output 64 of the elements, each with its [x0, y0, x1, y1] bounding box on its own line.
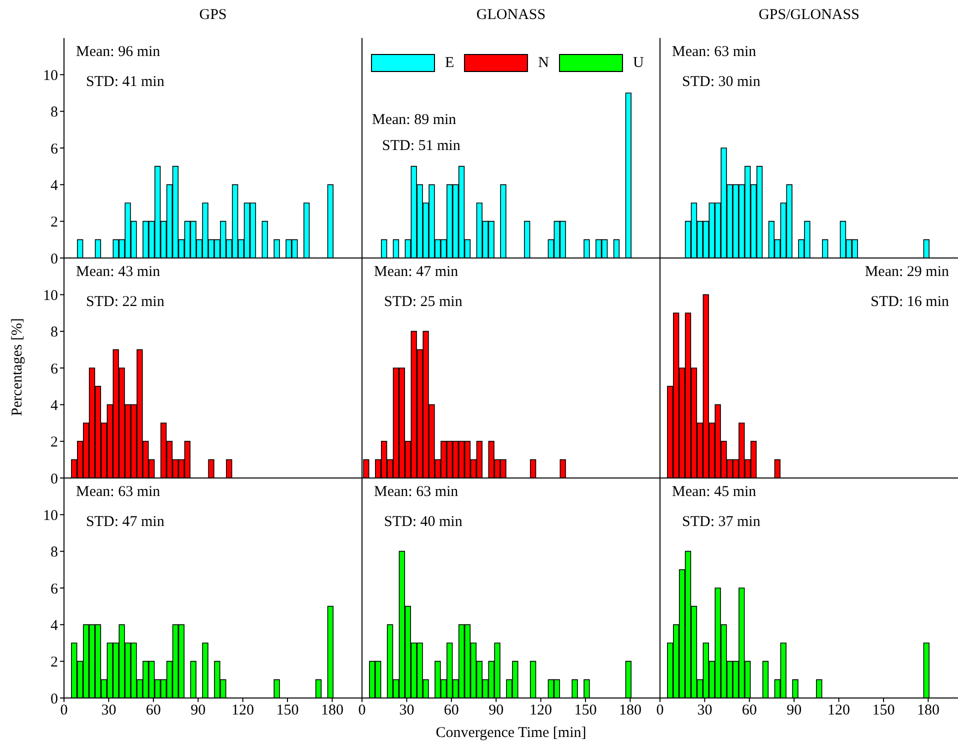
- x-tick-label: 90: [190, 702, 206, 719]
- annotation: STD: 47 min: [86, 514, 164, 531]
- annotation: STD: 30 min: [682, 74, 760, 91]
- y-tick-label: 10: [43, 288, 58, 304]
- y-tick-label: 8: [50, 544, 58, 561]
- x-tick-label: 90: [786, 702, 802, 719]
- y-tick-label: 2: [50, 434, 58, 451]
- y-axis-title: Percentages [%]: [10, 318, 26, 416]
- x-tick-label: 120: [530, 702, 552, 719]
- annotation: STD: 25 min: [384, 294, 462, 311]
- annotation: STD: 16 min: [870, 294, 949, 311]
- annotation: Mean: 96 min: [76, 44, 160, 61]
- annotation: Mean: 63 min: [672, 44, 756, 61]
- annotation: Mean: 45 min: [672, 484, 756, 501]
- y-tick-label: 2: [50, 654, 58, 671]
- annotation: STD: 40 min: [384, 514, 462, 531]
- y-tick-label: 6: [50, 141, 58, 158]
- chart-title: GLONASS: [475, 7, 547, 24]
- y-tick-label: 8: [50, 324, 58, 341]
- x-tick-label: 120: [828, 702, 850, 719]
- y-tick-label: 6: [50, 361, 58, 378]
- x-tick-label: 60: [146, 702, 161, 719]
- y-tick-label: 0: [50, 471, 58, 488]
- x-tick-label: 0: [656, 702, 664, 719]
- annotation: STD: 37 min: [682, 514, 760, 531]
- annotation: Mean: 63 min: [76, 484, 160, 501]
- annotation: Mean: 43 min: [76, 264, 160, 281]
- x-tick-label: 60: [444, 702, 459, 719]
- annotation: Mean: 89 min: [372, 112, 456, 129]
- x-tick-label: 150: [276, 702, 299, 719]
- y-tick-label: 6: [50, 581, 58, 598]
- x-tick-label: 120: [232, 702, 254, 719]
- x-tick-label: 0: [358, 702, 366, 719]
- y-tick-label: 0: [50, 251, 58, 268]
- x-tick-label: 180: [618, 702, 642, 719]
- y-tick-label: 4: [50, 618, 58, 634]
- annotation: Mean: 63 min: [374, 484, 458, 501]
- chart-title: GPS: [198, 7, 228, 24]
- annotation: Mean: 29 min: [864, 264, 949, 281]
- legend-label: N: [538, 54, 550, 72]
- y-tick-label: 4: [50, 398, 58, 414]
- y-tick-label: 0: [50, 691, 58, 708]
- chart-title: GPS/GLONASS: [758, 7, 860, 24]
- y-tick-label: 10: [43, 68, 58, 84]
- x-tick-label: 150: [574, 702, 597, 719]
- y-tick-label: 4: [50, 178, 58, 194]
- x-tick-label: 30: [399, 702, 414, 719]
- x-tick-label: 90: [488, 702, 504, 719]
- legend-label: E: [445, 54, 454, 72]
- x-axis-title: Convergence Time [min]: [434, 725, 588, 742]
- annotation: STD: 51 min: [382, 138, 460, 155]
- annotation: STD: 41 min: [86, 74, 164, 91]
- legend-label: U: [633, 54, 644, 72]
- x-tick-label: 180: [916, 702, 940, 719]
- annotation: Mean: 47 min: [374, 264, 458, 281]
- annotation: STD: 22 min: [86, 294, 164, 311]
- x-tick-label: 150: [872, 702, 895, 719]
- x-tick-label: 30: [101, 702, 116, 719]
- y-tick-label: 2: [50, 214, 58, 231]
- x-tick-label: 180: [320, 702, 344, 719]
- y-tick-label: 10: [43, 508, 58, 524]
- x-tick-label: 30: [697, 702, 712, 719]
- x-tick-label: 60: [742, 702, 757, 719]
- y-tick-label: 8: [50, 104, 58, 121]
